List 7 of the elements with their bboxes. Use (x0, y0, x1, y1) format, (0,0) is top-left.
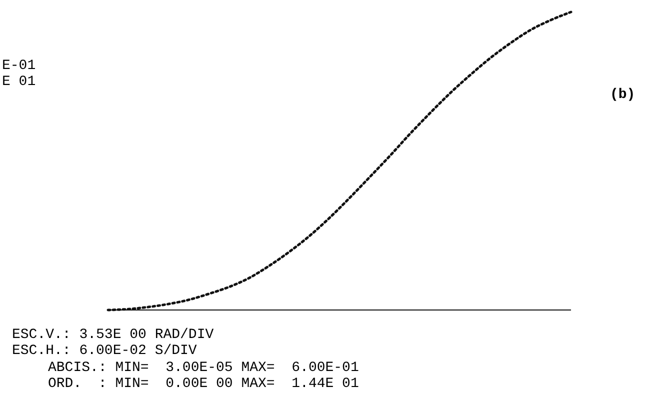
text: ORD. : MIN= 0.00E 00 MAX= 1.44E 01 (48, 376, 359, 392)
text: ESC.H.: 6.00E-02 S/DIV (12, 343, 197, 359)
text: E 01 (2, 74, 36, 90)
text: (b) (610, 87, 636, 103)
text: ESC.V.: 3.53E 00 RAD/DIV (12, 327, 214, 343)
text: ABCIS.: MIN= 3.00E-05 MAX= 6.00E-01 (48, 360, 359, 376)
text: E-01 (2, 58, 36, 74)
